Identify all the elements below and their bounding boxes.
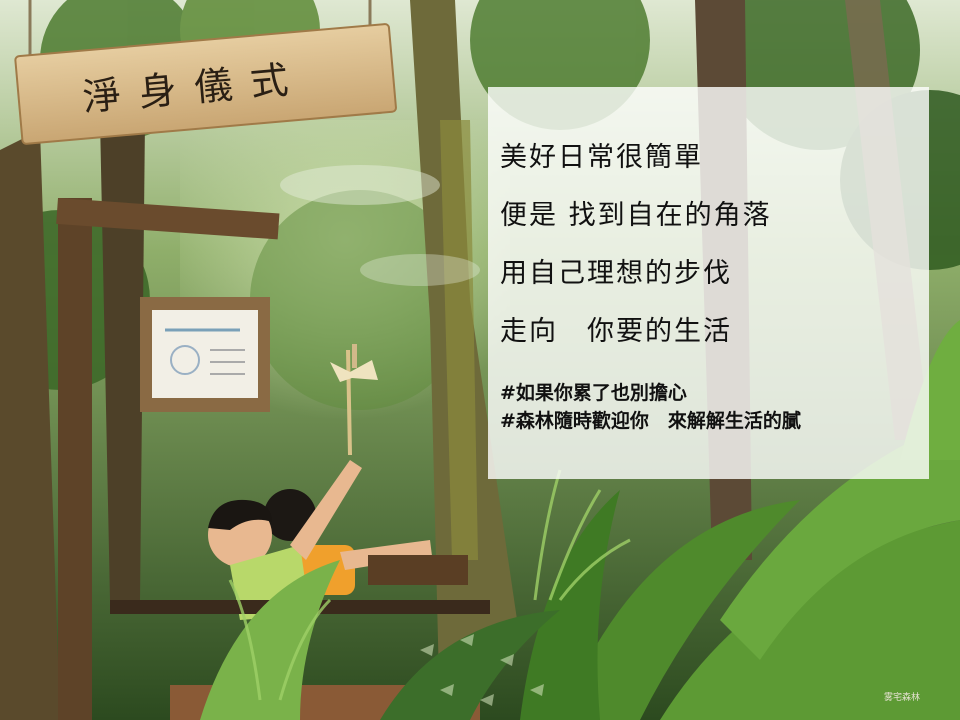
quote-line-2: 便是 找到自在的角落 <box>500 200 772 231</box>
tree-trunk-left <box>0 130 60 720</box>
notice-board <box>140 297 270 412</box>
watermark-logo: 雾宅森林 <box>884 693 921 703</box>
hanging-sign: 淨身儀式 <box>14 23 397 145</box>
pinwheel <box>330 344 378 456</box>
quote-line-1: 美好日常很簡單 <box>500 142 703 173</box>
hashtag-1: #如果你累了也別擔心 <box>500 382 687 404</box>
hashtag-2: #森林隨時歡迎你 來解解生活的膩 <box>500 410 801 432</box>
ferns <box>200 320 960 720</box>
wooden-post <box>58 198 92 720</box>
quote-overlay: 美好日常很簡單 便是 找到自在的角落 用自己理想的步伐 走向 你要的生活 #如果… <box>488 87 929 479</box>
quote-line-4: 走向 你要的生活 <box>500 316 732 347</box>
wooden-beam <box>56 198 280 240</box>
quote-line-3: 用自己理想的步伐 <box>500 258 732 289</box>
